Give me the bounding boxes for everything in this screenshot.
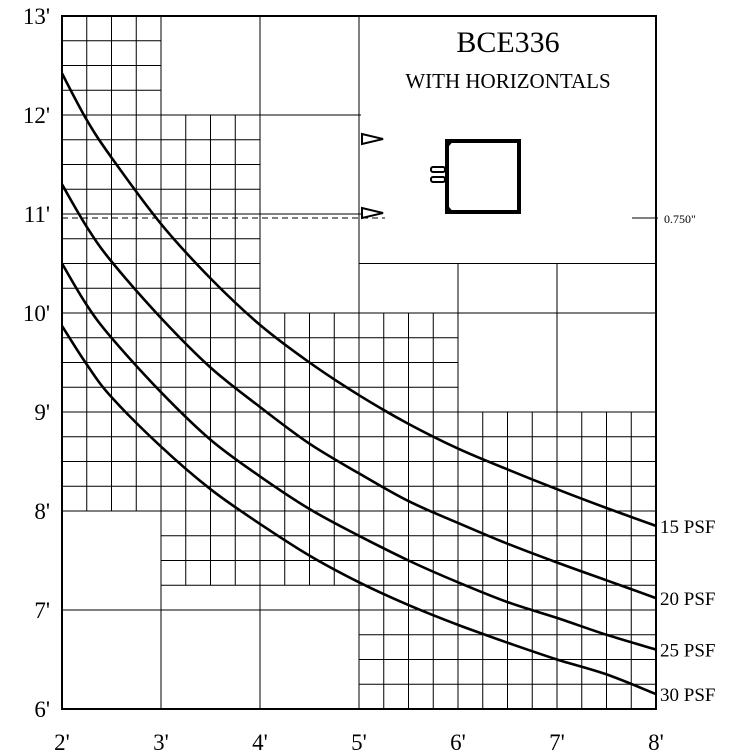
series-labels: 15 PSF 20 PSF 25 PSF 30 PSF <box>660 517 715 706</box>
y-tick-label: 11' <box>24 202 50 227</box>
series-line-2 <box>60 183 657 600</box>
upper-arrow-icon <box>361 132 384 146</box>
dimension-label: 0.750" <box>664 212 696 226</box>
series-label-1: 15 PSF <box>660 517 715 538</box>
profile-icon <box>430 139 521 214</box>
series-line-1 <box>60 72 657 528</box>
series-line-3 <box>60 262 657 651</box>
title-box: BCE336 WITH HORIZONTALS <box>361 16 656 263</box>
series-curves <box>60 72 657 696</box>
y-tick-label: 12' <box>23 103 50 128</box>
x-tick-label: 4' <box>252 730 268 755</box>
x-tick-label: 6' <box>450 730 466 755</box>
chart-subtitle: WITH HORIZONTALS <box>405 69 610 93</box>
y-tick-label: 13' <box>23 4 50 29</box>
x-tick-label: 2' <box>54 730 70 755</box>
y-tick-label: 6' <box>34 697 50 722</box>
x-tick-label: 8' <box>648 730 664 755</box>
y-tick-label: 8' <box>34 499 50 524</box>
chart-title: BCE336 <box>456 26 559 59</box>
plot-frame <box>61 15 657 710</box>
series-label-2: 20 PSF <box>660 589 715 610</box>
x-tick-label: 7' <box>549 730 565 755</box>
lower-arrow-icon <box>361 206 384 220</box>
series-line-4 <box>60 325 657 696</box>
y-axis-tick-labels: 6' 7' 8' 9' 10' 11' 12' 13' <box>23 4 50 722</box>
x-tick-label: 3' <box>153 730 169 755</box>
series-label-4: 30 PSF <box>660 685 715 706</box>
y-tick-label: 7' <box>34 598 50 623</box>
y-tick-label: 10' <box>23 301 50 326</box>
y-tick-label: 9' <box>34 400 50 425</box>
x-axis-tick-labels: 2' 3' 4' 5' 6' 7' 8' <box>54 730 664 755</box>
series-label-3: 25 PSF <box>660 641 715 662</box>
x-tick-label: 5' <box>351 730 367 755</box>
